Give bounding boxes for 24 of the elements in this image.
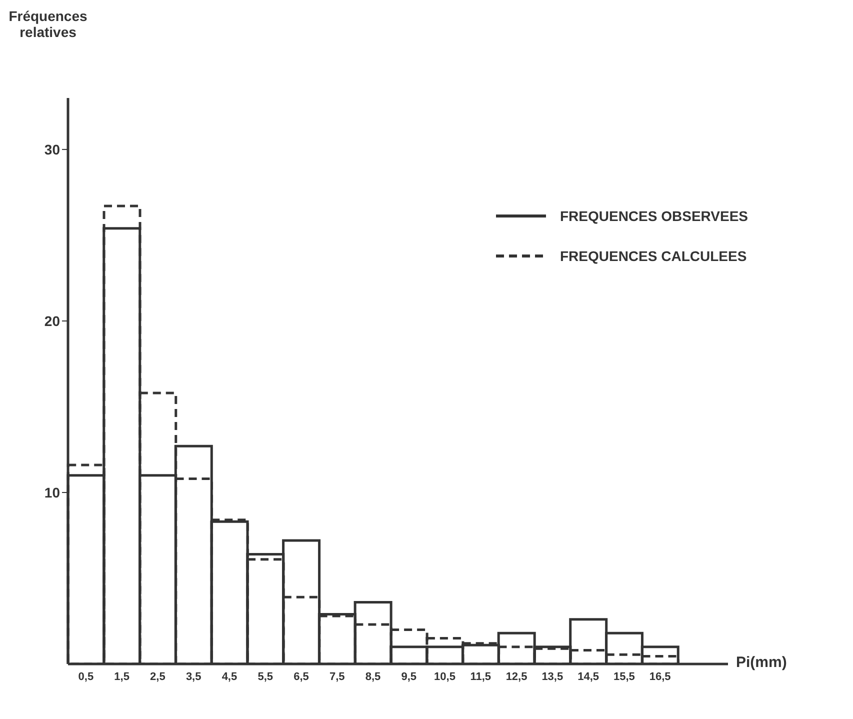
x-tick-label: 8,5 — [365, 670, 381, 683]
legend-label: FREQUENCES OBSERVEES — [560, 208, 748, 224]
y-tick-label: 20 — [44, 312, 60, 329]
y-axis-title: Fréquences relatives — [8, 8, 88, 40]
y-tick-label: 30 — [44, 141, 60, 158]
x-tick-label: 3,5 — [186, 670, 202, 683]
x-tick-label: 16,5 — [649, 670, 671, 683]
legend-label: FREQUENCES CALCULEES — [560, 248, 747, 264]
x-tick-label: 10,5 — [434, 670, 456, 683]
x-tick-label: 4,5 — [222, 670, 238, 683]
x-tick-label: 7,5 — [329, 670, 345, 683]
x-tick-label: 5,5 — [258, 670, 273, 683]
x-tick-label: 15,5 — [613, 670, 635, 683]
x-tick-label: 2,5 — [150, 670, 166, 683]
x-tick-label: 12,5 — [506, 670, 528, 683]
x-tick-label: 11,5 — [470, 670, 492, 683]
x-axis-title: Pi(mm) — [736, 654, 787, 671]
x-tick-label: 14,5 — [578, 670, 600, 683]
x-tick-label: 6,5 — [294, 670, 309, 683]
x-tick-label: 9,5 — [401, 670, 417, 683]
x-tick-label: 13,5 — [542, 670, 564, 683]
x-tick-label: 1,5 — [114, 670, 130, 683]
x-tick-label: 0,5 — [78, 670, 94, 683]
y-tick-label: 10 — [44, 484, 60, 500]
